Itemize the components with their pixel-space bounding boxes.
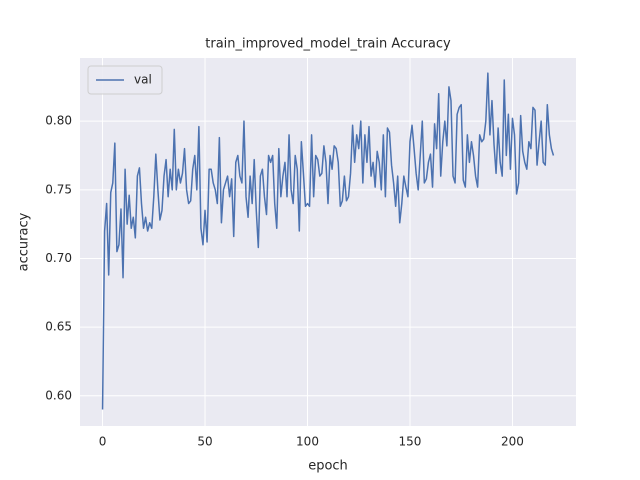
y-tick-label: 0.70 — [45, 251, 72, 265]
x-tick-label: 50 — [197, 435, 212, 449]
legend-box — [87, 65, 163, 95]
x-tick-label: 100 — [296, 435, 319, 449]
x-tick-label: 0 — [99, 435, 107, 449]
x-axis-label: epoch — [308, 459, 348, 474]
x-tick-label: 200 — [501, 435, 524, 449]
y-tick-label: 0.65 — [45, 320, 72, 334]
line — [101, 72, 555, 410]
plot-area — [80, 58, 576, 426]
y-tick-label: 0.75 — [45, 182, 72, 196]
legend-label: val — [134, 73, 152, 87]
y-tick-label: 0.60 — [45, 388, 72, 402]
chart-title: train_improved_model_train Accuracy — [205, 37, 451, 52]
y-axis-label: accuracy — [17, 212, 32, 271]
x-tick-label: 150 — [399, 435, 422, 449]
y-tick-label: 0.80 — [45, 114, 72, 128]
